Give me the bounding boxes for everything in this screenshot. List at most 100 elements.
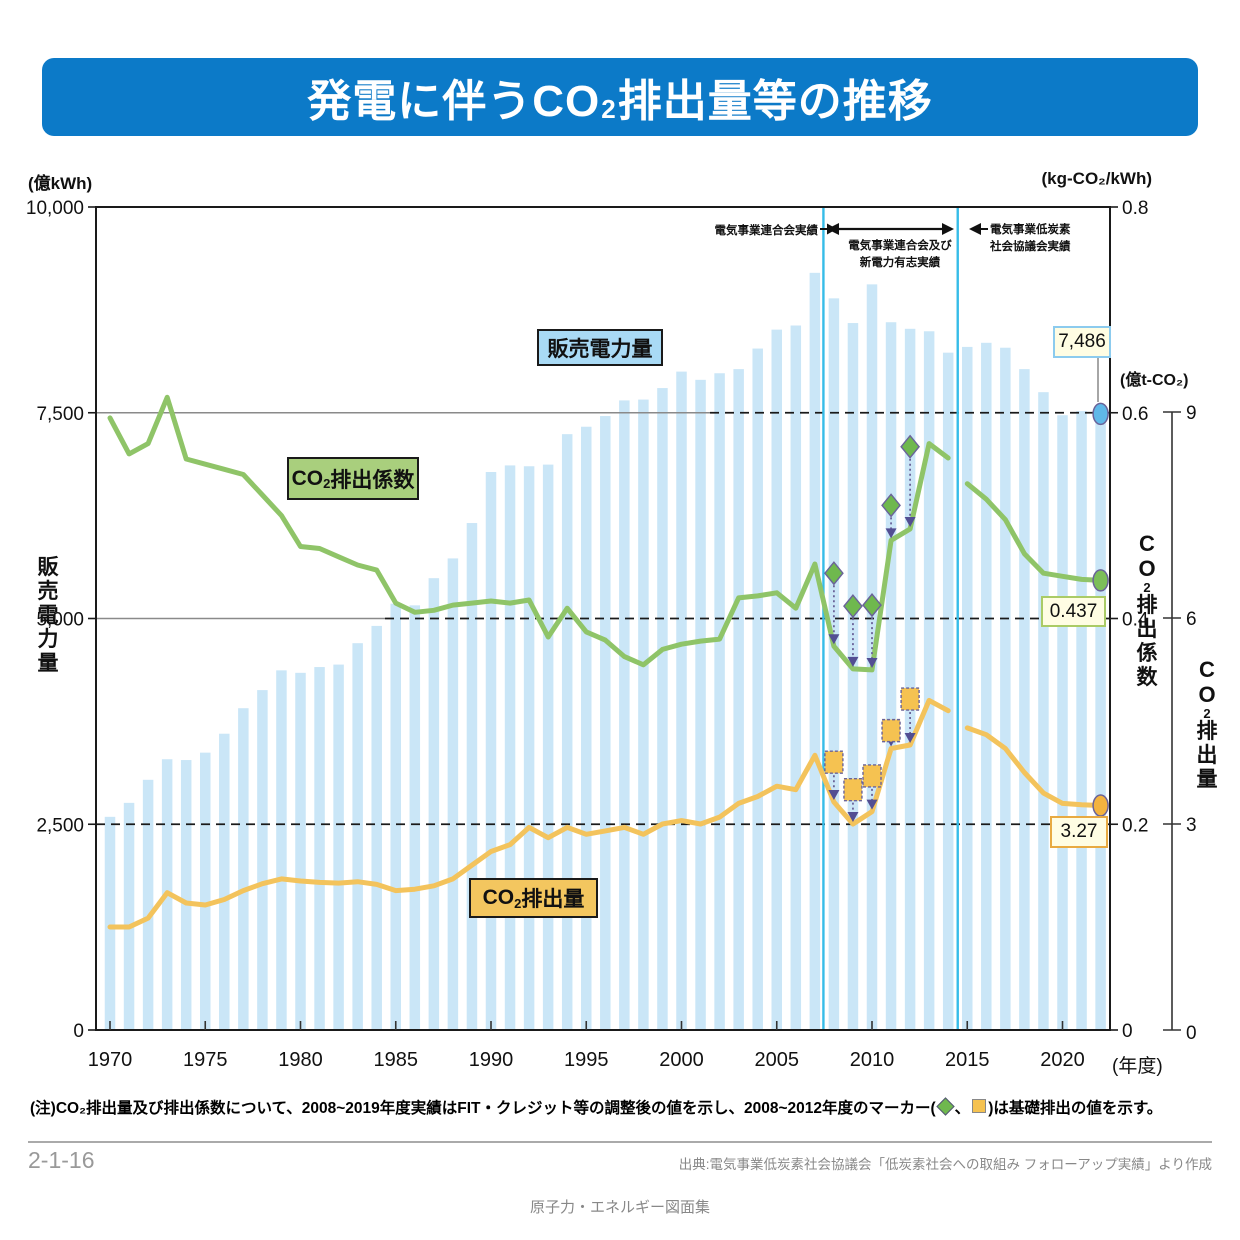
arrow-left-icon (827, 223, 839, 235)
coef-basic-diamond-2010 (862, 593, 882, 618)
axis-label-char: O (1198, 682, 1216, 707)
right-axis-tick-label: 0.6 (1122, 404, 1148, 425)
x-axis-tick-label-1980: 1980 (278, 1049, 323, 1071)
sales-bar-1996 (600, 416, 611, 1030)
co2-basic-square-2011 (881, 718, 901, 743)
sales-bar-2007 (809, 272, 821, 1031)
coef-basic-diamond-2009 (843, 594, 863, 619)
sales-bar-1985 (390, 603, 401, 1030)
sales-bar-2022 (1095, 413, 1106, 1030)
co2-line-segment2 (964, 725, 1104, 808)
co2-end-marker (1092, 794, 1109, 817)
coef-basic-diamond-2008 (823, 561, 844, 586)
left-axis-tick-label: 7,500 (36, 404, 84, 425)
sales-bar-1984 (371, 625, 382, 1030)
page-title-rest: 排出量等の推移 (617, 77, 933, 126)
axis-label-char: 排 (1136, 594, 1158, 617)
axis-label-char: 排 (1196, 720, 1218, 743)
legend-co2: CO 2 排出量 (469, 878, 598, 918)
axis-label-char: 電 (37, 604, 59, 627)
axis-label-char: 売 (37, 580, 59, 603)
booklet-title: 原子力・エネルギー図面集 (529, 1199, 710, 1216)
sales-bar-1972 (142, 779, 154, 1030)
callout-coef-value: 0.437 (1041, 596, 1106, 627)
source-credit: 出典:電気事業低炭素社会協議会「低炭素社会への取組み フォローアップ実績」より作… (678, 1157, 1212, 1172)
annotation-period-2-line2: 新電力有志実績 (859, 257, 941, 269)
basic-co2-square-icon (972, 1099, 987, 1113)
legend-coef-pre: CO (291, 466, 324, 490)
legend-coef-sub: 2 (323, 476, 331, 491)
right-axis2-unit: (億t-CO₂) (1120, 372, 1189, 389)
co2-axis-tick-label: 9 (1186, 403, 1197, 424)
coef-end-marker (1092, 569, 1109, 592)
axis-label-char: 販 (37, 556, 59, 579)
sales-bar-1971 (123, 802, 135, 1030)
co2-axis-tick-label: 6 (1186, 609, 1197, 630)
sales-bar-2001 (695, 379, 706, 1031)
right-axis-unit: (kg-CO₂/kWh) (1041, 169, 1152, 188)
sales-bar-2013 (923, 331, 935, 1030)
footnote-text-post: )は基礎排出の値を示す。 (988, 1100, 1163, 1117)
page-number: 2-1-16 (28, 1147, 95, 1173)
sales-bar-2021 (1076, 411, 1087, 1030)
arrow-down-icon (904, 516, 916, 527)
sales-bar-2012 (904, 328, 916, 1031)
sales-bar-1977 (238, 708, 249, 1030)
sales-bar-1993 (542, 464, 554, 1030)
x-axis-tick-label-1975: 1975 (183, 1049, 228, 1071)
co2-axis-tick-label: 0 (1186, 1023, 1197, 1044)
sales-bar-2016 (981, 342, 992, 1030)
co2-axis-tick-label: 3 (1186, 815, 1197, 836)
sales-bar-1997 (619, 400, 630, 1030)
coef-basic-diamond-2012 (900, 434, 921, 459)
sales-bar-1998 (638, 399, 649, 1030)
sales-bar-1975 (200, 752, 211, 1030)
sales-bar-1995 (581, 426, 592, 1031)
sales-bar-1978 (257, 690, 268, 1030)
sales-bar-1988 (447, 558, 459, 1030)
arrow-down-icon (904, 733, 916, 744)
axis-label-char: O (1138, 556, 1156, 581)
arrow-right-icon (942, 223, 954, 235)
sales-bar-2004 (752, 348, 763, 1030)
page-title-subscript: 2 (601, 93, 617, 124)
sales-bar-1992 (523, 466, 535, 1030)
arrow-down-icon (847, 656, 859, 667)
sales-bar-2009 (847, 323, 859, 1031)
coef-line-segment2 (964, 481, 1104, 583)
arrow-down-icon (847, 812, 859, 822)
sales-bar-2002 (714, 373, 725, 1031)
left-axis-tick-label: 2,500 (36, 815, 84, 836)
sales-bar-1982 (333, 664, 344, 1030)
annotation-period-1: 電気事業連合会実績 (714, 225, 819, 237)
sales-bar-2014 (942, 352, 954, 1030)
sales-bar-2019 (1038, 392, 1049, 1030)
sales-bar-1986 (409, 605, 421, 1030)
sales-bar-2017 (1000, 347, 1011, 1030)
co2-basic-square-2012 (900, 687, 920, 711)
annotation-period-3-line2: 社会協議会実績 (990, 241, 1071, 253)
axis-label-char: 力 (37, 628, 59, 651)
annotation-period-2: 電気事業連合会及び 新電力有志実績 (835, 238, 965, 272)
co2-basic-square-2010 (862, 764, 882, 788)
sales-bar-2011 (885, 322, 897, 1031)
page-title: 発電に伴うCO (307, 77, 601, 126)
right-axis-tick-label: 0.8 (1122, 198, 1148, 219)
x-axis-tick-label-2020: 2020 (1040, 1049, 1085, 1071)
sales-bar-1994 (561, 434, 573, 1030)
x-axis-tick-label-1995: 1995 (564, 1049, 609, 1071)
legend-co2-sub: 2 (514, 895, 522, 911)
annotation-period-2-line1: 電気事業連合会及び (848, 240, 952, 252)
axis-label-char: 量 (1196, 768, 1218, 791)
co2-line-segment1 (107, 697, 951, 930)
axis-label-char: C (1199, 657, 1215, 682)
arrow-down-icon (866, 657, 878, 668)
sales-bar-2015 (962, 346, 973, 1030)
footer-divider (28, 1141, 1212, 1143)
left-axis-tick-label: 0 (73, 1021, 84, 1042)
footnote-separator: 、 (954, 1100, 971, 1117)
sales-bar-1980 (295, 672, 306, 1030)
arrow-down-icon (866, 799, 878, 810)
